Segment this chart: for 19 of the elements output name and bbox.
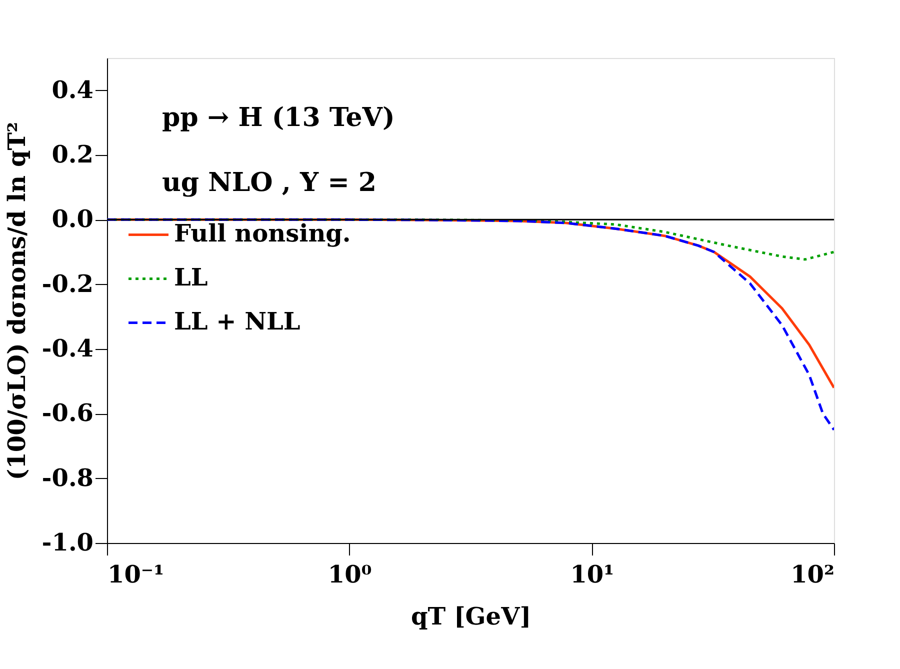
x-tick-label: 10¹	[570, 560, 614, 588]
y-tick-label: -0.8	[42, 462, 94, 492]
y-axis-title: (100/σLO) dσnons/d ln qT²	[2, 122, 31, 480]
y-tick-label: 0.0	[52, 204, 94, 234]
legend-label: LL	[174, 262, 208, 292]
y-tick-label: -0.2	[42, 268, 94, 298]
y-tick-label: -0.6	[42, 398, 94, 428]
x-axis-title: qT [GeV]	[410, 602, 532, 630]
annotation: ug NLO , Y = 2	[162, 168, 377, 198]
y-tick-label: 0.4	[52, 74, 94, 104]
x-tick-label: 10²	[790, 560, 834, 588]
legend-label: LL + NLL	[174, 306, 300, 336]
legend-label: Full nonsing.	[174, 218, 351, 248]
x-tick-label: 10⁻¹	[108, 560, 164, 588]
y-tick-label: -1.0	[42, 528, 94, 556]
y-tick-label: 0.2	[52, 140, 94, 168]
annotation: pp → H (13 TeV)	[162, 103, 395, 133]
y-tick-label: -0.4	[42, 334, 94, 362]
x-tick-label: 10⁰	[328, 560, 372, 588]
